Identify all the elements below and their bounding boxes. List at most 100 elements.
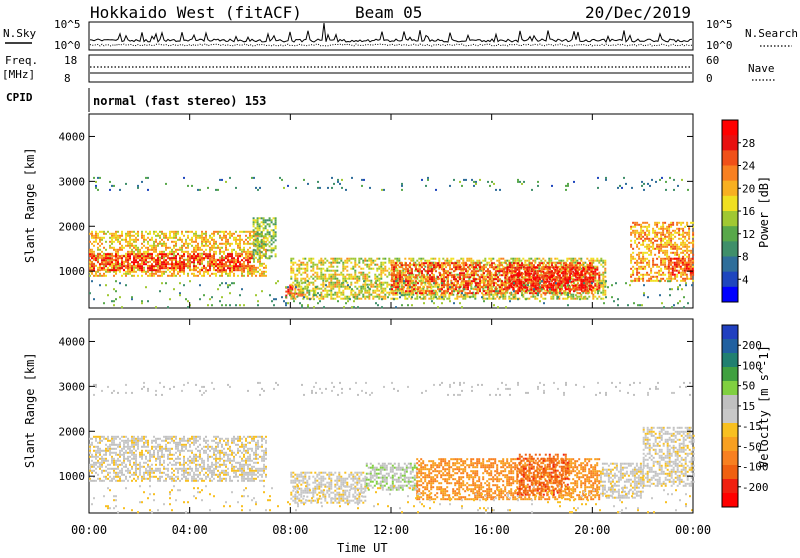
data-cell: [528, 279, 530, 281]
data-cell: [536, 279, 538, 281]
data-cell: [261, 233, 263, 235]
data-cell: [161, 261, 163, 263]
data-cell: [600, 298, 602, 300]
data-cell: [654, 236, 656, 238]
freq-panel: Freq. [MHz] 18 8 60 0 Nave: [2, 54, 775, 85]
velocity-panel-frame: [89, 319, 693, 513]
data-cell: [287, 291, 289, 293]
data-cell: [340, 272, 342, 274]
data-cell: [95, 233, 97, 235]
data-cell: [101, 275, 103, 277]
data-cell: [205, 271, 207, 273]
data-cell: [640, 266, 642, 268]
data-cell: [495, 266, 497, 268]
data-cell: [520, 260, 522, 262]
data-cell: [249, 251, 251, 253]
data-cell: [540, 294, 542, 296]
data-cell: [203, 251, 205, 253]
data-cell: [451, 290, 453, 292]
data-cell: [171, 251, 173, 253]
data-cell: [103, 263, 105, 265]
data-cell: [149, 257, 151, 259]
data-cell: [638, 266, 640, 268]
data-cell: [388, 272, 390, 274]
data-cell: [449, 268, 451, 270]
data-cell: [99, 267, 101, 269]
data-cell: [253, 267, 255, 269]
data-cell: [411, 268, 413, 270]
data-cell: [137, 269, 139, 271]
data-cell: [524, 260, 526, 262]
data-cell: [125, 239, 127, 241]
data-cell: [644, 258, 646, 260]
data-cell: [290, 272, 292, 274]
data-cell: [253, 251, 255, 253]
data-cell: [183, 243, 185, 245]
data-cell: [529, 262, 531, 264]
data-cell: [540, 296, 542, 298]
data-cell: [407, 276, 409, 278]
data-cell: [221, 231, 223, 233]
data-cell: [570, 273, 572, 275]
data-cell: [245, 257, 247, 259]
data-cell: [380, 276, 382, 278]
data-cell: [207, 265, 209, 267]
data-cell: [312, 268, 314, 270]
data-cell: [600, 292, 602, 294]
data-cell: [185, 241, 187, 243]
data-cell: [399, 276, 401, 278]
data-cell: [393, 266, 395, 268]
data-cell: [358, 292, 360, 294]
data-cell: [229, 231, 231, 233]
data-cell: [469, 264, 471, 266]
data-cell: [520, 281, 522, 283]
data-cell: [411, 292, 413, 294]
data-cell: [215, 231, 217, 233]
data-cell: [257, 251, 259, 253]
data-cell: [177, 249, 179, 251]
data-cell: [245, 235, 247, 237]
data-cell: [632, 248, 634, 250]
data-cell: [364, 288, 366, 290]
data-cell: [302, 262, 304, 264]
data-cell: [360, 268, 362, 270]
data-cell: [139, 259, 141, 261]
data-cell: [241, 259, 243, 261]
data-cell: [229, 263, 231, 265]
data-cell: [139, 249, 141, 251]
data-cell: [133, 255, 135, 257]
data-cell: [169, 231, 171, 233]
data-cell: [344, 268, 346, 270]
data-cell: [237, 265, 239, 267]
data-cell: [213, 273, 215, 275]
data-cell: [544, 260, 546, 262]
data-cell: [469, 268, 471, 270]
data-cell: [556, 279, 558, 281]
data-cell: [495, 282, 497, 284]
data-cell: [161, 271, 163, 273]
data-cell: [574, 267, 576, 269]
data-cell: [344, 276, 346, 278]
data-cell: [187, 275, 189, 277]
data-cell: [393, 268, 395, 270]
data-cell: [566, 260, 568, 262]
data-cell: [261, 241, 263, 243]
data-cell: [636, 246, 638, 248]
data-cell: [111, 265, 113, 267]
data-cell: [263, 245, 265, 247]
data-cell: [306, 292, 308, 294]
data-cell: [129, 231, 131, 233]
data-cell: [602, 286, 604, 288]
data-cell: [179, 247, 181, 249]
data-cell: [489, 270, 491, 272]
data-cell: [393, 292, 395, 294]
data-cell: [269, 219, 271, 221]
data-cell: [231, 253, 233, 255]
data-cell: [201, 269, 203, 271]
data-cell: [155, 273, 157, 275]
data-cell: [473, 270, 475, 272]
data-cell: [221, 275, 223, 277]
data-cell: [326, 290, 328, 292]
data-cell: [157, 267, 159, 269]
data-cell: [654, 272, 656, 274]
